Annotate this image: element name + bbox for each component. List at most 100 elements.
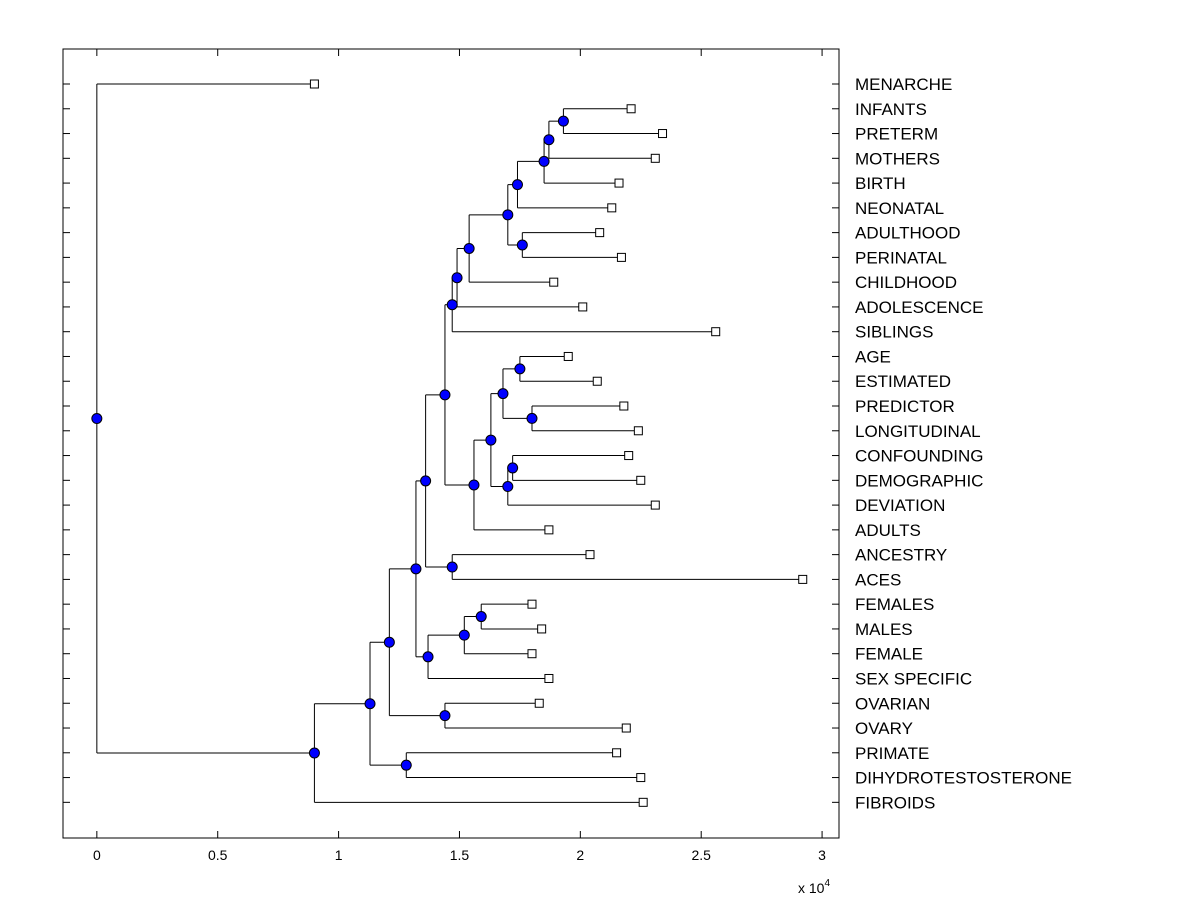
x-tick-label: 1.5: [450, 847, 470, 863]
leaf-marker: [544, 525, 554, 535]
leaf-label: MALES: [855, 620, 913, 639]
merge-node: [507, 462, 519, 474]
leaf-marker: [711, 327, 721, 337]
leaf-marker: [585, 550, 595, 560]
merge-node: [475, 611, 487, 623]
merge-node: [420, 475, 432, 487]
leaf-marker: [527, 599, 537, 609]
merge-node: [468, 479, 480, 491]
leaf-label: MENARCHE: [855, 75, 952, 94]
merge-node: [446, 299, 458, 311]
merge-node: [514, 363, 526, 375]
leaf-label: DEVIATION: [855, 496, 945, 515]
leaf-label: PRIMATE: [855, 744, 929, 763]
merge-node: [502, 481, 514, 493]
x-tick-labels: 0 0.5 1 1.5 2 2.5 3: [93, 847, 826, 863]
merge-node: [91, 413, 103, 425]
leaf-label: FEMALES: [855, 595, 934, 614]
leaf-marker: [638, 797, 648, 807]
leaf-label: ADULTHOOD: [855, 224, 960, 243]
merge-node: [446, 561, 458, 573]
merge-node: [439, 389, 451, 401]
merge-node: [422, 651, 434, 663]
merge-node: [410, 563, 422, 575]
merge-node: [485, 434, 497, 446]
leaf-label: ESTIMATED: [855, 372, 951, 391]
leaf-marker: [578, 302, 588, 312]
leaf-marker: [624, 451, 634, 461]
leaf-marker: [614, 178, 624, 188]
merge-node: [458, 629, 470, 641]
x-tick-label: 1: [335, 847, 343, 863]
leaf-marker: [798, 574, 808, 584]
leaf-marker: [527, 649, 537, 659]
leaf-marker: [309, 79, 319, 89]
leaf-label: PERINATAL: [855, 248, 947, 267]
leaf-label: OVARIAN: [855, 694, 930, 713]
leaf-label: ACES: [855, 570, 901, 589]
leaf-marker: [537, 624, 547, 634]
x-axis-scale-factor: x 104: [798, 878, 830, 896]
x-tick-label: 2: [576, 847, 584, 863]
leaf-marker: [633, 426, 643, 436]
merge-node: [400, 759, 412, 771]
merge-nodes: [91, 115, 569, 771]
merge-node: [439, 710, 451, 722]
leaf-label: PRETERM: [855, 125, 938, 144]
leaf-label: LONGITUDINAL: [855, 422, 981, 441]
merge-node: [497, 388, 509, 400]
leaf-marker: [549, 277, 559, 287]
leaf-label: DIHYDROTESTOSTERONE: [855, 769, 1072, 788]
leaf-label: MOTHERS: [855, 149, 940, 168]
leaf-markers: [309, 79, 808, 807]
merge-node: [383, 636, 395, 648]
merge-node: [308, 747, 320, 759]
leaf-marker: [595, 228, 605, 238]
merge-node: [502, 209, 514, 221]
leaf-label: NEONATAL: [855, 199, 944, 218]
merge-node: [538, 155, 550, 167]
leaf-marker: [592, 376, 602, 386]
leaf-marker: [544, 673, 554, 683]
leaf-label: ADOLESCENCE: [855, 298, 983, 317]
leaf-marker: [534, 698, 544, 708]
leaf-marker: [658, 129, 668, 139]
leaf-marker: [607, 203, 617, 213]
leaf-label: BIRTH: [855, 174, 906, 193]
plot-area-frame: [62, 48, 840, 839]
leaf-label: ANCESTRY: [855, 546, 947, 565]
leaf-marker: [626, 104, 636, 114]
leaf-label: CHILDHOOD: [855, 273, 957, 292]
leaf-label: FIBROIDS: [855, 793, 935, 812]
merge-node: [526, 412, 538, 424]
leaf-marker: [563, 351, 573, 361]
x-tick-label: 0.5: [208, 847, 228, 863]
leaf-label: SIBLINGS: [855, 323, 933, 342]
leaf-label: ADULTS: [855, 521, 921, 540]
leaf-marker: [650, 153, 660, 163]
leaf-label: FEMALE: [855, 645, 923, 664]
merge-node: [463, 242, 475, 254]
leaf-marker: [650, 500, 660, 510]
leaf-label: DEMOGRAPHIC: [855, 471, 983, 490]
leaf-label: INFANTS: [855, 100, 927, 119]
leaf-marker: [616, 252, 626, 262]
merge-node: [543, 134, 555, 146]
leaf-labels: MENARCHE INFANTS PRETERM MOTHERS BIRTH NEONAT…: [855, 75, 1072, 812]
leaf-label: CONFOUNDING: [855, 447, 983, 466]
leaf-marker: [621, 723, 631, 733]
x-tick-label: 2.5: [691, 847, 711, 863]
merge-node: [451, 272, 463, 284]
leaf-marker: [619, 401, 629, 411]
leaf-marker: [612, 748, 622, 758]
merge-node: [516, 239, 528, 251]
merge-node: [364, 698, 376, 710]
axis-ticks: [63, 49, 839, 838]
leaf-label: OVARY: [855, 719, 913, 738]
merge-node: [557, 115, 569, 127]
merge-node: [511, 179, 523, 191]
leaf-label: PREDICTOR: [855, 397, 955, 416]
leaf-label: AGE: [855, 347, 891, 366]
x-tick-label: 3: [818, 847, 826, 863]
